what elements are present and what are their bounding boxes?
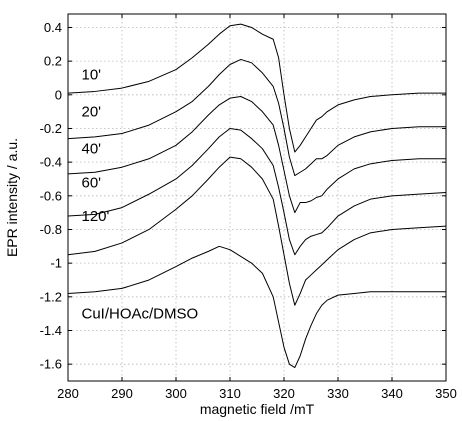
- annotation-layer: 10' 20' 40' 60' 120' CuI/HOAc/DMSO: [82, 67, 199, 323]
- y-tick-label: -0.2: [40, 121, 62, 136]
- series-line-10: [67, 23, 446, 153]
- x-tick-label: 280: [57, 386, 79, 401]
- series-line-60: [67, 127, 447, 256]
- x-tick-label: 310: [219, 386, 241, 401]
- curve-label: 40': [82, 141, 102, 158]
- y-tick-label: -1.4: [40, 323, 62, 338]
- y-axis-title: EPR intensity / a.u.: [4, 138, 20, 257]
- x-tick-label: 350: [435, 386, 457, 401]
- x-tick-label: 340: [381, 386, 403, 401]
- y-tick-label: 0: [55, 87, 62, 102]
- curve-label: 20': [82, 104, 102, 121]
- curve-label: 120': [82, 208, 110, 225]
- grid-layer: [68, 14, 446, 381]
- y-tick-label: -0.8: [40, 222, 62, 237]
- curve-label: 60': [82, 174, 102, 191]
- y-tick-label: -0.4: [40, 155, 62, 170]
- series-layer: [67, 23, 447, 369]
- plot-frame: [67, 13, 447, 382]
- series-line-cui-hoac-dmso: [67, 245, 446, 369]
- y-tick-label: -0.6: [40, 188, 62, 203]
- x-tick-label: 330: [327, 386, 349, 401]
- curve-label: CuI/HOAc/DMSO: [82, 306, 199, 323]
- y-tick-label: -1: [50, 256, 62, 271]
- series-line-20: [67, 58, 446, 177]
- curve-label: 10': [82, 67, 102, 84]
- y-tick-label: 0.2: [44, 54, 62, 69]
- y-tick-label: -1.6: [40, 357, 62, 372]
- x-tick-label: 300: [165, 386, 187, 401]
- series-line-120: [67, 156, 447, 306]
- series-line-40: [67, 95, 446, 214]
- tick-layer: 280 290 300 310 320 330 340 350 0.4 0.2 0 -0.2 -0.4 -…: [40, 14, 457, 401]
- x-tick-label: 320: [273, 386, 295, 401]
- x-tick-label: 290: [111, 386, 133, 401]
- y-tick-label: -1.2: [40, 289, 62, 304]
- x-axis-title: magnetic field /mT: [200, 401, 315, 417]
- y-tick-label: 0.4: [44, 20, 62, 35]
